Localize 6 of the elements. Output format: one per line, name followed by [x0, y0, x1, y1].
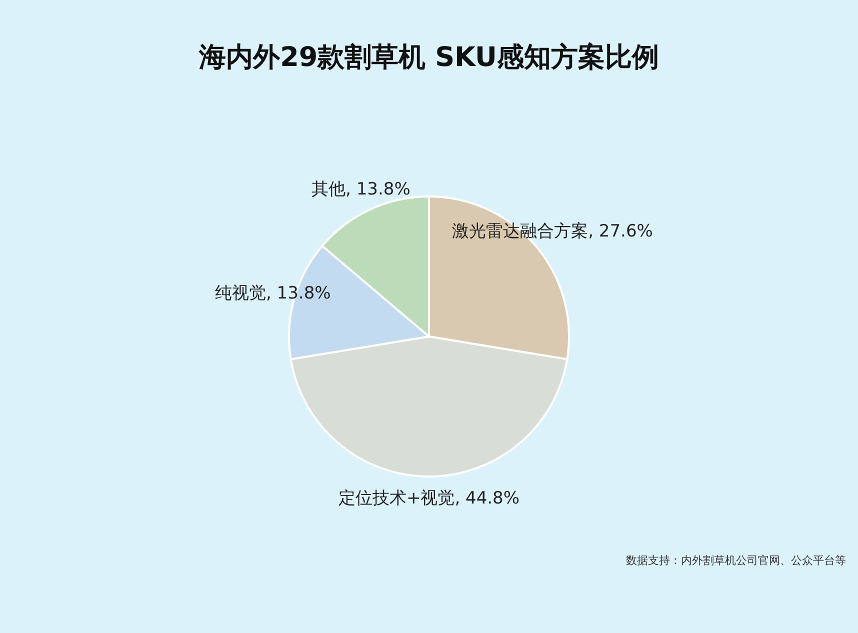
- slice-label: 激光雷达融合方案, 27.6%: [452, 222, 653, 242]
- slice-label: 其他, 13.8%: [312, 179, 410, 200]
- text: 数据支持：内外割草机公司官网、公众平台等: [626, 554, 846, 567]
- slice-label: 定位技术+视觉, 44.8%: [338, 488, 520, 508]
- slice-label: 纯视觉, 13.8%: [214, 283, 331, 304]
- chart-title: 海内外29款割草机 SKU感知方案比例: [198, 42, 659, 73]
